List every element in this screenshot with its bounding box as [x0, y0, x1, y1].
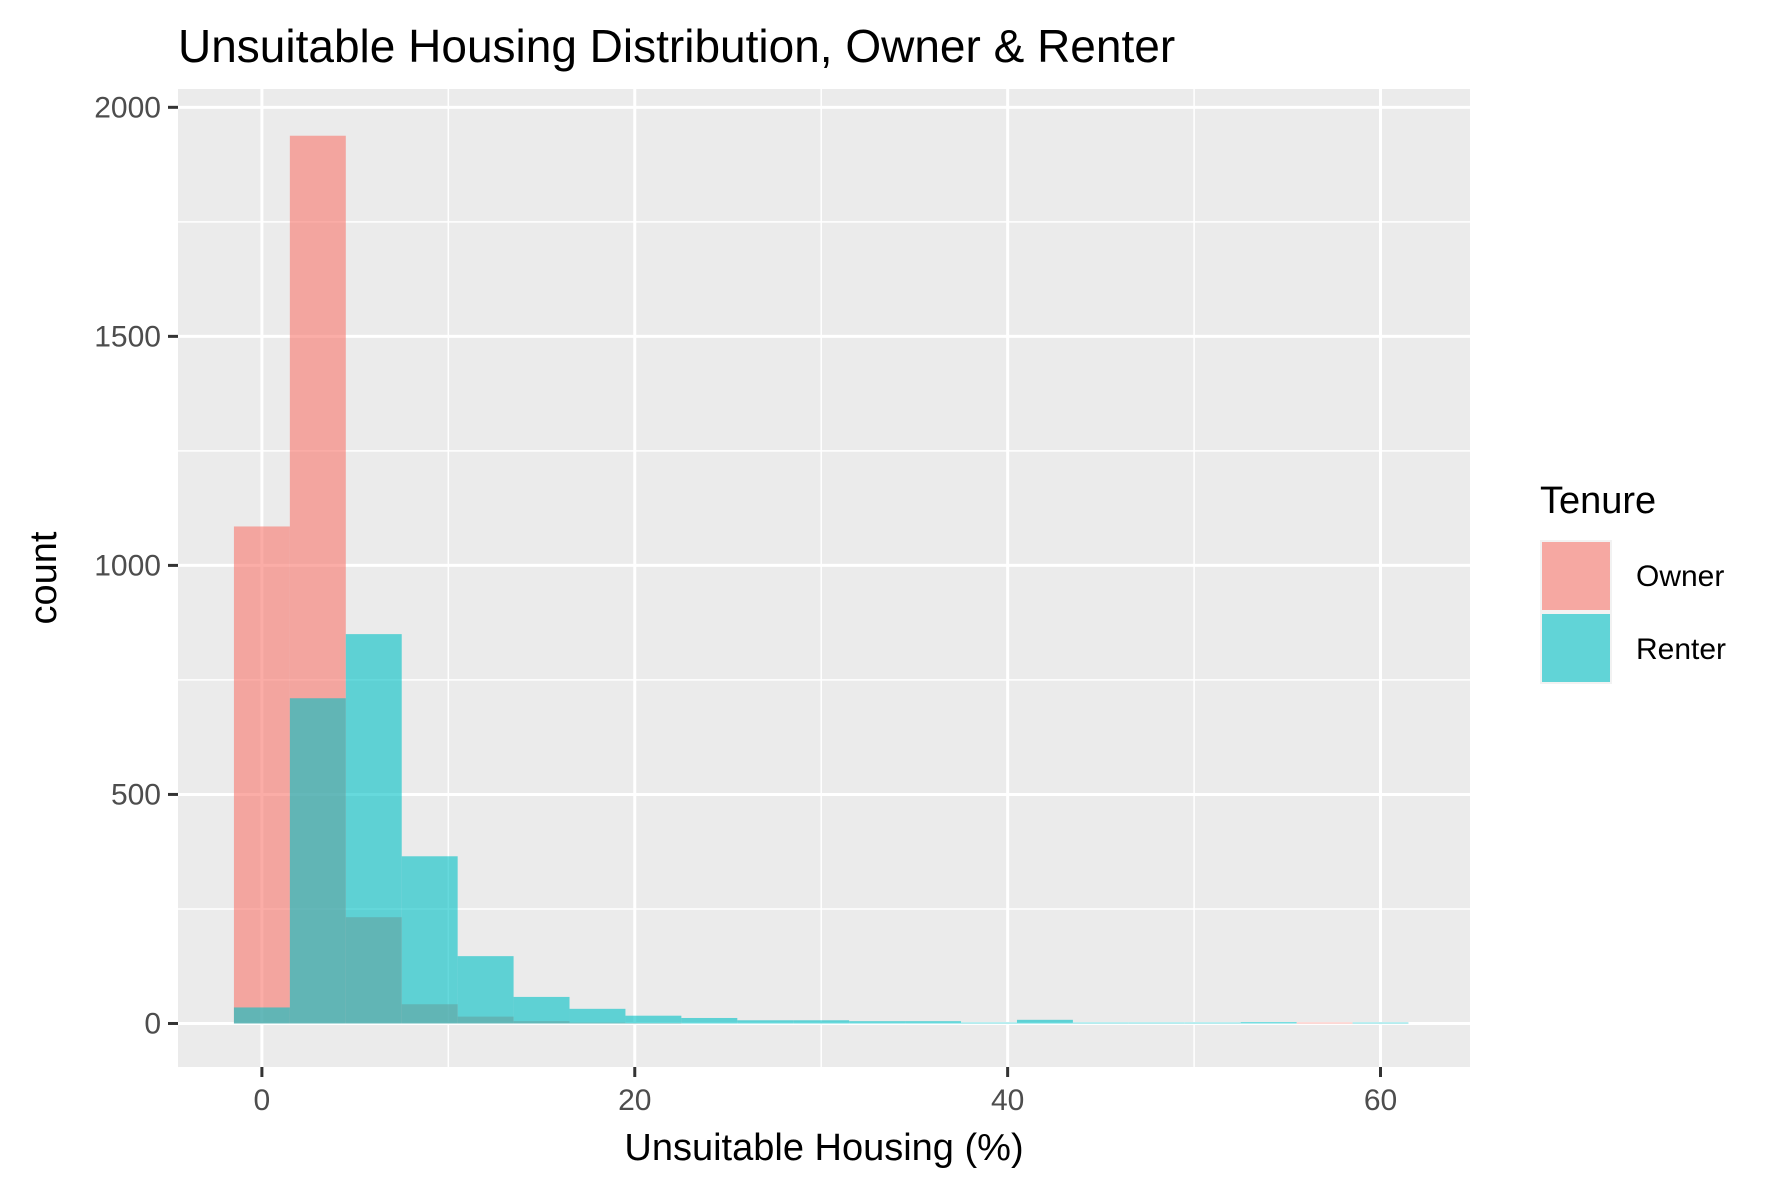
grid-major — [178, 89, 1470, 1067]
renter-bar — [961, 1022, 1017, 1024]
renter-bar — [233, 1007, 290, 1024]
renter-bar — [1016, 1019, 1073, 1024]
renter-bar — [401, 856, 458, 1024]
legend-label-owner: Owner — [1636, 560, 1724, 593]
renter-bars — [233, 634, 1409, 1024]
renter-bar — [457, 956, 514, 1024]
renter-bar — [1128, 1022, 1185, 1024]
legend-title: Tenure — [1540, 480, 1656, 522]
x-tick-label: 0 — [254, 1084, 271, 1117]
chart-title: Unsuitable Housing Distribution, Owner &… — [178, 20, 1175, 72]
renter-bar — [793, 1020, 850, 1024]
x-axis-title: Unsuitable Housing (%) — [624, 1127, 1023, 1169]
x-tick-label: 40 — [991, 1084, 1024, 1117]
renter-bar — [1072, 1022, 1129, 1024]
renter-bar — [1240, 1022, 1297, 1024]
renter-bar — [1184, 1022, 1241, 1024]
owner-bar — [233, 526, 290, 1024]
y-tick-label: 0 — [144, 1007, 161, 1040]
renter-bar — [681, 1017, 738, 1024]
renter-bar — [513, 996, 570, 1024]
x-axis: 0 20 40 60 — [254, 1067, 1397, 1117]
y-axis: 0 500 1000 1500 2000 — [94, 91, 178, 1040]
x-tick-label: 60 — [1364, 1084, 1397, 1117]
y-tick-label: 2000 — [94, 91, 161, 124]
renter-bar — [849, 1021, 906, 1024]
legend-swatch-owner — [1542, 542, 1610, 610]
renter-bar — [289, 698, 346, 1024]
renter-bar — [737, 1020, 794, 1024]
legend-label-renter: Renter — [1636, 633, 1726, 666]
renter-bar — [569, 1008, 626, 1024]
renter-bar — [345, 634, 402, 1024]
legend-swatch-renter — [1542, 614, 1610, 682]
owner-bar — [1296, 1022, 1353, 1024]
y-tick-label: 1000 — [94, 549, 161, 582]
x-tick-label: 20 — [618, 1084, 651, 1117]
y-tick-label: 500 — [111, 778, 161, 811]
renter-bar — [625, 1015, 682, 1024]
y-tick-label: 1500 — [94, 320, 161, 353]
renter-bar — [905, 1021, 962, 1024]
y-axis-title: count — [23, 531, 65, 624]
renter-bar — [1352, 1022, 1409, 1024]
legend: Tenure Owner Renter — [1540, 480, 1726, 684]
